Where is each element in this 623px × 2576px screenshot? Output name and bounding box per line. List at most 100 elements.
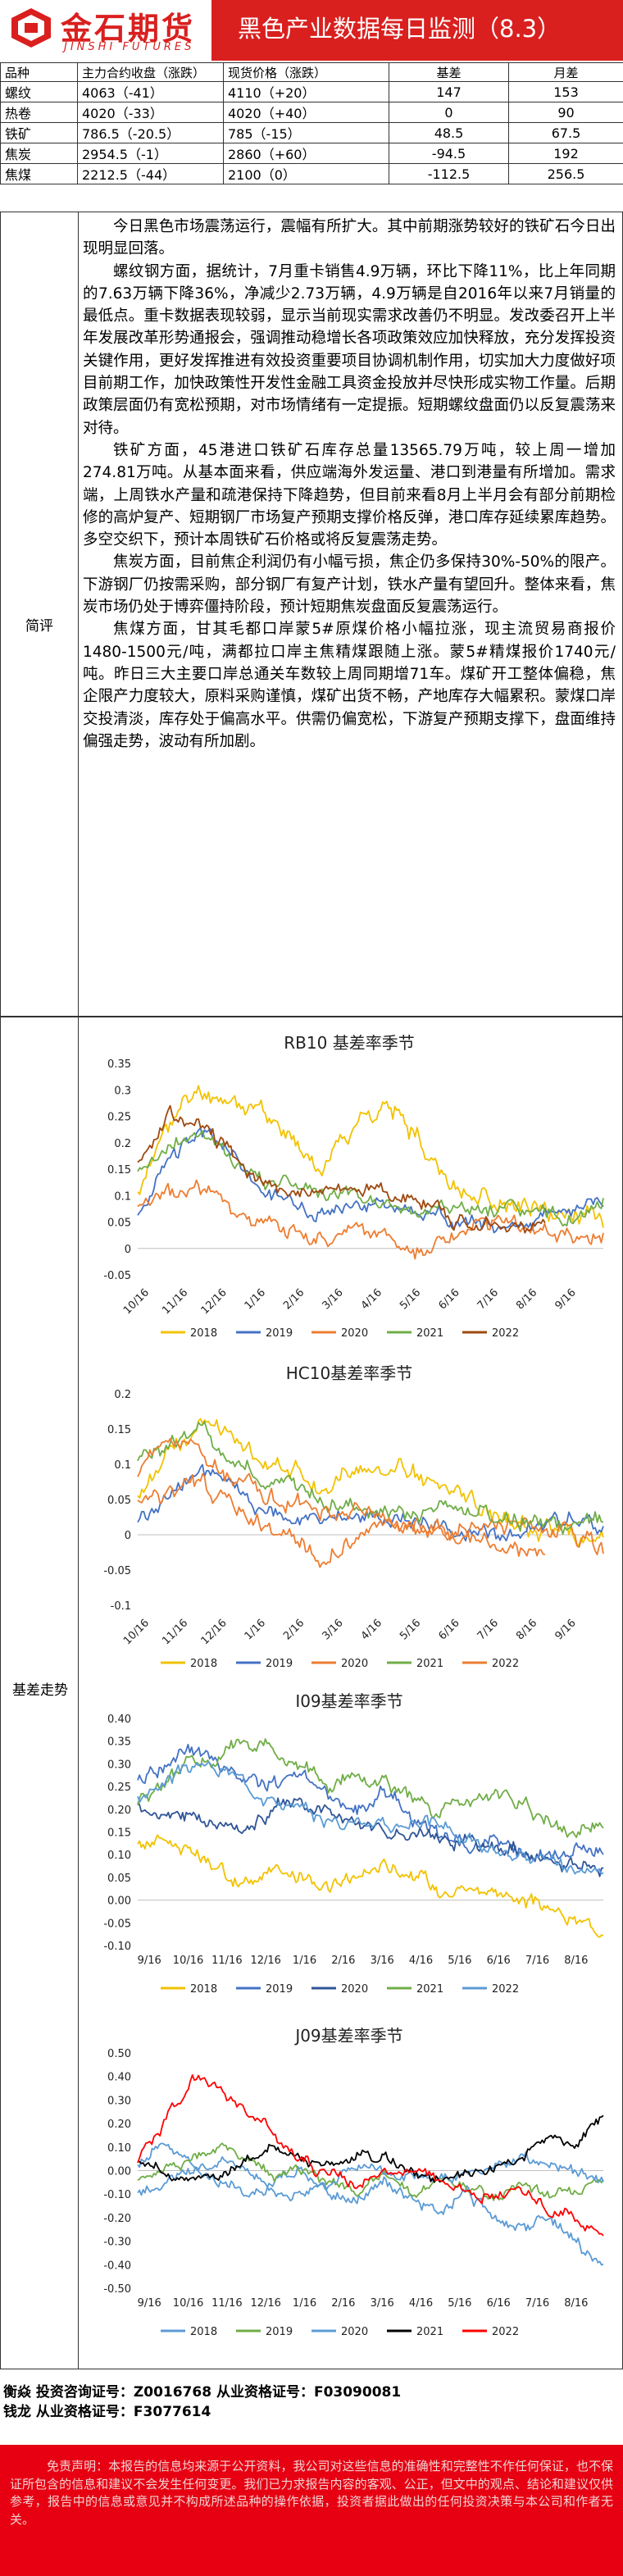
x-tick-label: 12/16 [250, 1955, 280, 1967]
x-tick-label: 5/16 [448, 2297, 471, 2310]
x-tick-label: 7/16 [475, 1617, 501, 1642]
table-row: 焦炭 2954.5（-1） 2860（+60） -94.5 192 [0, 143, 623, 164]
series-line-2020 [137, 2150, 604, 2202]
company-logo: 金石期货 JINSHI FUTURES [0, 0, 211, 61]
x-tick-label: 4/16 [359, 1286, 384, 1312]
y-tick-label: -0.10 [103, 1941, 131, 1953]
y-tick-label: 0.05 [107, 1495, 131, 1507]
table-cell-basis: 48.5 [389, 122, 509, 143]
x-tick-label: 4/16 [359, 1617, 384, 1642]
series-line-2022 [137, 1438, 546, 1557]
x-tick-label: 7/16 [525, 1955, 549, 1967]
legend-label: 2022 [492, 1327, 519, 1340]
x-tick-label: 7/16 [475, 1286, 501, 1312]
x-tick-label: 12/16 [199, 1617, 230, 1647]
hc10-basis-chart: HC10基差率季节 0.2 0.15 0.1 0.05 0 -0.05 -0.1 10/16 11… [103, 1363, 604, 1670]
legend-label: 2019 [266, 1327, 293, 1340]
series-line-2018 [137, 1085, 604, 1228]
logo-chinese-name: 金石期货 [61, 10, 196, 47]
table-cell-futures-close: 2954.5（-1） [77, 143, 224, 164]
x-tick-label: 10/16 [173, 2297, 203, 2310]
legend-label: 2018 [190, 1658, 217, 1670]
x-tick-label: 2/16 [281, 1617, 307, 1642]
disclaimer-text: 免责声明：本报告的信息均来源于公开资料，我公司对这些信息的准确性和完整性不作任何… [10, 2459, 613, 2527]
x-tick-label: 3/16 [371, 1955, 394, 1967]
y-tick-label: 0 [125, 1530, 131, 1542]
x-tick-label: 1/16 [293, 2297, 316, 2310]
legend-label: 2021 [416, 1658, 443, 1670]
x-tick-label: 9/16 [553, 1617, 578, 1642]
table-cell-spread: 67.5 [508, 122, 623, 143]
x-tick-label: 6/16 [436, 1286, 462, 1312]
series-line-2020 [137, 1179, 604, 1260]
y-tick-label: 0.05 [107, 1217, 131, 1230]
section-divider [78, 1017, 79, 2369]
legend-label: 2020 [341, 1658, 368, 1670]
y-tick-label: -0.50 [103, 2283, 131, 2296]
y-tick-label: 0.20 [107, 1805, 131, 1817]
rb10-basis-chart: RB10 基差率季节 0.35 0.3 0.25 0.2 0.15 0.1 0.05 0 -0.0… [103, 1033, 604, 1340]
commentary-label: 简评 [25, 618, 53, 635]
table-cell-product: 焦煤 [0, 163, 78, 184]
table-cell-futures-close: 786.5（-20.5） [77, 122, 224, 143]
x-tick-label: 8/16 [514, 1617, 539, 1642]
series-line-2022 [137, 1760, 604, 1875]
y-tick-label: -0.40 [103, 2260, 131, 2272]
y-tick-label: 0.35 [107, 1736, 131, 1749]
legend-label: 2018 [190, 1983, 217, 1996]
legend-label: 2018 [190, 2326, 217, 2338]
x-tick-label: 9/16 [138, 1955, 161, 1967]
y-tick-label: 0.15 [107, 1424, 131, 1436]
table-cell-basis: -112.5 [389, 163, 509, 184]
legend-label: 2022 [492, 1983, 519, 1996]
y-tick-label: 0.10 [107, 1850, 131, 1862]
commentary-paragraph: 铁矿方面，45港进口铁矿石库存总量13565.79万吨，较上周一增加274.81… [83, 441, 616, 549]
y-tick-label: 0.25 [107, 1112, 131, 1124]
table-row: 螺纹 4063（-41） 4110（+20） 147 153 [0, 81, 623, 102]
commentary-paragraph: 焦煤方面，甘其毛都口岸蒙5#原煤价格小幅拉涨，现主流贸易商报价1480-1500… [83, 621, 616, 750]
x-tick-label: 10/16 [121, 1617, 152, 1647]
table-cell-spot-price: 4110（+20） [223, 81, 389, 102]
x-tick-label: 1/16 [293, 1955, 316, 1967]
y-tick-label: 0.30 [107, 1759, 131, 1771]
series-line-2019 [137, 1126, 604, 1234]
y-tick-label: 0.15 [107, 1827, 131, 1840]
series-line-2021 [137, 2114, 604, 2183]
table-cell-basis: 147 [389, 81, 509, 102]
x-tick-label: 7/16 [525, 2297, 549, 2310]
x-tick-label: 8/16 [564, 2297, 588, 2310]
x-tick-label: 8/16 [514, 1286, 539, 1312]
series-line-2018 [137, 2142, 604, 2266]
y-tick-label: 0.35 [107, 1058, 131, 1071]
table-row: 焦煤 2212.5（-44） 2100（0） -112.5 256.5 [0, 163, 623, 184]
j09-basis-chart: J09基差率季节 0.50 0.40 0.30 0.20 0.10 0.00 -0.10 -0.… [103, 2026, 604, 2338]
table-cell-spread: 90 [508, 102, 623, 123]
table-cell-basis: -94.5 [389, 143, 509, 164]
table-cell-spread: 153 [508, 81, 623, 102]
basis-charts-label: 基差走势 [12, 1682, 68, 1699]
y-tick-label: 0 [125, 1244, 131, 1256]
legend-label: 2020 [341, 1983, 368, 1996]
legend-label: 2022 [492, 2326, 519, 2338]
table-cell-product: 螺纹 [0, 81, 78, 102]
y-tick-label: 0.2 [114, 1389, 131, 1401]
y-tick-label: -0.05 [103, 1270, 131, 1282]
y-tick-label: 0.10 [107, 2142, 131, 2155]
y-tick-label: 0.40 [107, 2072, 131, 2084]
commentary-paragraph: 螺纹钢方面，据统计，7月重卡销售4.9万辆，环比下降11%，比上年同期的7.63… [83, 262, 616, 437]
chart-title: HC10基差率季节 [286, 1363, 412, 1383]
table-cell-basis: 0 [389, 102, 509, 123]
legend-label: 2021 [416, 1983, 443, 1996]
x-tick-label: 1/16 [243, 1286, 268, 1312]
x-tick-label: 3/16 [371, 2297, 394, 2310]
table-header-cell: 基差 [389, 62, 509, 82]
table-cell-futures-close: 2212.5（-44） [77, 163, 224, 184]
series-line-2022 [137, 2074, 604, 2237]
x-tick-label: 3/16 [320, 1286, 345, 1312]
x-tick-label: 5/16 [398, 1617, 423, 1642]
section-divider [78, 212, 79, 1016]
chart-title: I09基差率季节 [295, 1691, 402, 1711]
logo-english-name: JINSHI FUTURES [64, 41, 195, 53]
y-tick-label: 0.00 [107, 2166, 131, 2178]
series-line-2018 [137, 1418, 604, 1547]
